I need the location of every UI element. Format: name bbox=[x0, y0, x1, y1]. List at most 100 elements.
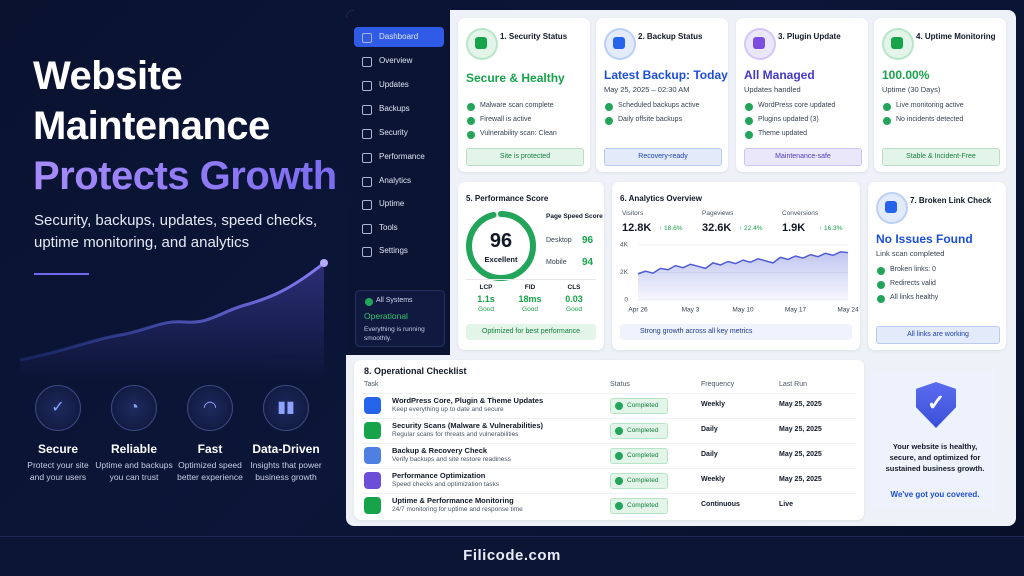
hero-curve bbox=[19, 259, 328, 380]
stat-change: ↑ 16.3% bbox=[819, 225, 843, 232]
status-note: Everything is running bbox=[364, 326, 425, 333]
sidebar-item[interactable]: Updates bbox=[354, 75, 444, 95]
check-icon bbox=[467, 117, 475, 125]
promo-line: sustained business growth. bbox=[885, 464, 985, 473]
x-tick-label: Apr 26 bbox=[628, 307, 648, 314]
status-text: Completed bbox=[627, 427, 659, 434]
card-icon-glyph bbox=[885, 201, 897, 213]
card-icon bbox=[882, 28, 914, 60]
pagespeed-value: 94 bbox=[582, 257, 594, 268]
sidebar-item[interactable]: Overview bbox=[354, 51, 444, 71]
check-icon bbox=[615, 427, 623, 435]
status-state: Operational bbox=[364, 311, 408, 321]
sidebar-icon bbox=[362, 81, 372, 91]
feature-title: Data-Driven bbox=[252, 442, 320, 456]
check-icon bbox=[883, 103, 891, 111]
feature-icon: ◔ bbox=[111, 385, 157, 431]
card-headline: Secure & Healthy bbox=[466, 71, 565, 85]
sidebar-label: Uptime bbox=[379, 199, 405, 208]
status-pill: Completed bbox=[610, 448, 668, 464]
area bbox=[638, 251, 848, 300]
sidebar-item[interactable]: Uptime bbox=[354, 194, 444, 214]
sidebar-item[interactable]: Tools bbox=[354, 218, 444, 238]
status-card: 3. Plugin Update All Managed Updates handl… bbox=[736, 18, 868, 172]
frequency: Daily bbox=[701, 451, 718, 458]
stat-value: 32.6K bbox=[702, 222, 732, 234]
vital-value: 1.1s bbox=[477, 294, 495, 304]
sidebar-item[interactable]: Backups bbox=[354, 99, 444, 119]
checklist-card: 8. Operational Checklist Task Status Freque… bbox=[354, 360, 864, 520]
check-icon bbox=[615, 502, 623, 510]
sidebar-icon bbox=[362, 247, 372, 257]
sidebar-item[interactable]: Performance bbox=[354, 147, 444, 167]
vital-rating: Good bbox=[478, 306, 494, 313]
check-icon bbox=[877, 295, 885, 303]
sidebar-label: Tools bbox=[379, 223, 398, 232]
task-icon bbox=[364, 397, 381, 414]
card-sub: Updates handled bbox=[744, 85, 801, 94]
check-icon bbox=[615, 452, 623, 460]
hero-subtitle: uptime monitoring, and analytics bbox=[34, 234, 250, 251]
card-badge: Maintenance-safe bbox=[744, 148, 862, 166]
feature-desc: Protect your site bbox=[27, 460, 89, 470]
check-icon bbox=[615, 402, 623, 410]
sidebar-icon bbox=[362, 129, 372, 139]
feature-icon: ✓ bbox=[35, 385, 81, 431]
status-text: Completed bbox=[627, 502, 659, 509]
stat-change: ↑ 22.4% bbox=[739, 225, 763, 232]
task-desc: Regular scans for threats and vulnerabil… bbox=[392, 431, 519, 438]
status-pill: Completed bbox=[610, 498, 668, 514]
sidebar-item[interactable]: Analytics bbox=[354, 171, 444, 191]
performance-card: 5. Performance Score 96 Excellent Page Spee… bbox=[458, 182, 604, 350]
check-icon bbox=[467, 131, 475, 139]
task-desc: 24/7 monitoring for uptime and response … bbox=[392, 506, 523, 513]
task-icon bbox=[364, 497, 381, 514]
sidebar-item[interactable]: Dashboard bbox=[354, 27, 444, 47]
check-icon bbox=[365, 298, 373, 306]
promo-cta: We've got you covered. bbox=[890, 490, 980, 499]
feature-title: Reliable bbox=[110, 442, 158, 456]
shield-check: ✓ bbox=[927, 390, 946, 415]
task-name: Performance Optimization bbox=[392, 471, 486, 480]
line bbox=[637, 251, 849, 275]
last-run: May 25, 2025 bbox=[779, 476, 822, 483]
row-divider bbox=[362, 393, 856, 394]
card-item: Live monitoring active bbox=[896, 102, 964, 109]
sidebar-item[interactable]: Security bbox=[354, 123, 444, 143]
card-item: No incidents detected bbox=[896, 116, 964, 123]
check-icon bbox=[883, 117, 891, 125]
status-text: Completed bbox=[627, 452, 659, 459]
vital-value: 0.03 bbox=[565, 294, 583, 304]
status-text: Completed bbox=[627, 402, 659, 409]
task-icon bbox=[364, 422, 381, 439]
stat-value: 1.9K bbox=[782, 222, 806, 234]
footer-bar bbox=[0, 536, 1024, 576]
status-card: 7. Broken Link Check No Issues Found Link … bbox=[868, 182, 1006, 350]
score-value: 96 bbox=[489, 230, 513, 252]
feature-desc: Uptime and backups bbox=[95, 460, 173, 470]
card-icon-glyph bbox=[475, 37, 487, 49]
feature-desc: and your users bbox=[29, 472, 87, 482]
status-card: 4. Uptime Monitoring 100.00% Uptime (30 Da… bbox=[874, 18, 1006, 172]
task-name: Security Scans (Malware & Vulnerabilitie… bbox=[392, 421, 544, 430]
stat-value: 12.8K bbox=[622, 222, 652, 234]
card-item: Broken links: 0 bbox=[890, 266, 936, 273]
analytics-chart: 0 2K 4K Apr 26 May 3 May 10 May 17 May 24 bbox=[620, 242, 859, 314]
frequency: Weekly bbox=[701, 401, 725, 408]
frequency: Weekly bbox=[701, 476, 725, 483]
feature-desc: better experience bbox=[177, 472, 243, 482]
status-card: 1. Security Status Secure & Healthy Malwar… bbox=[458, 18, 590, 172]
promo-line: secure, and optimized for bbox=[889, 453, 981, 462]
card-icon bbox=[466, 28, 498, 60]
status-card: 2. Backup Status Latest Backup: Today May … bbox=[596, 18, 728, 172]
card-title: 3. Plugin Update bbox=[778, 32, 841, 41]
pagespeed-value: 96 bbox=[582, 235, 594, 246]
card-item: Vulnerability scan: Clean bbox=[480, 130, 557, 137]
sidebar-icon bbox=[362, 105, 372, 115]
divider bbox=[34, 273, 89, 275]
sidebar-label: Performance bbox=[379, 152, 425, 161]
check-icon bbox=[615, 477, 623, 485]
card-item: Plugins updated (3) bbox=[758, 116, 819, 123]
card-icon-glyph bbox=[613, 37, 625, 49]
sidebar-item[interactable]: Settings bbox=[354, 241, 444, 261]
